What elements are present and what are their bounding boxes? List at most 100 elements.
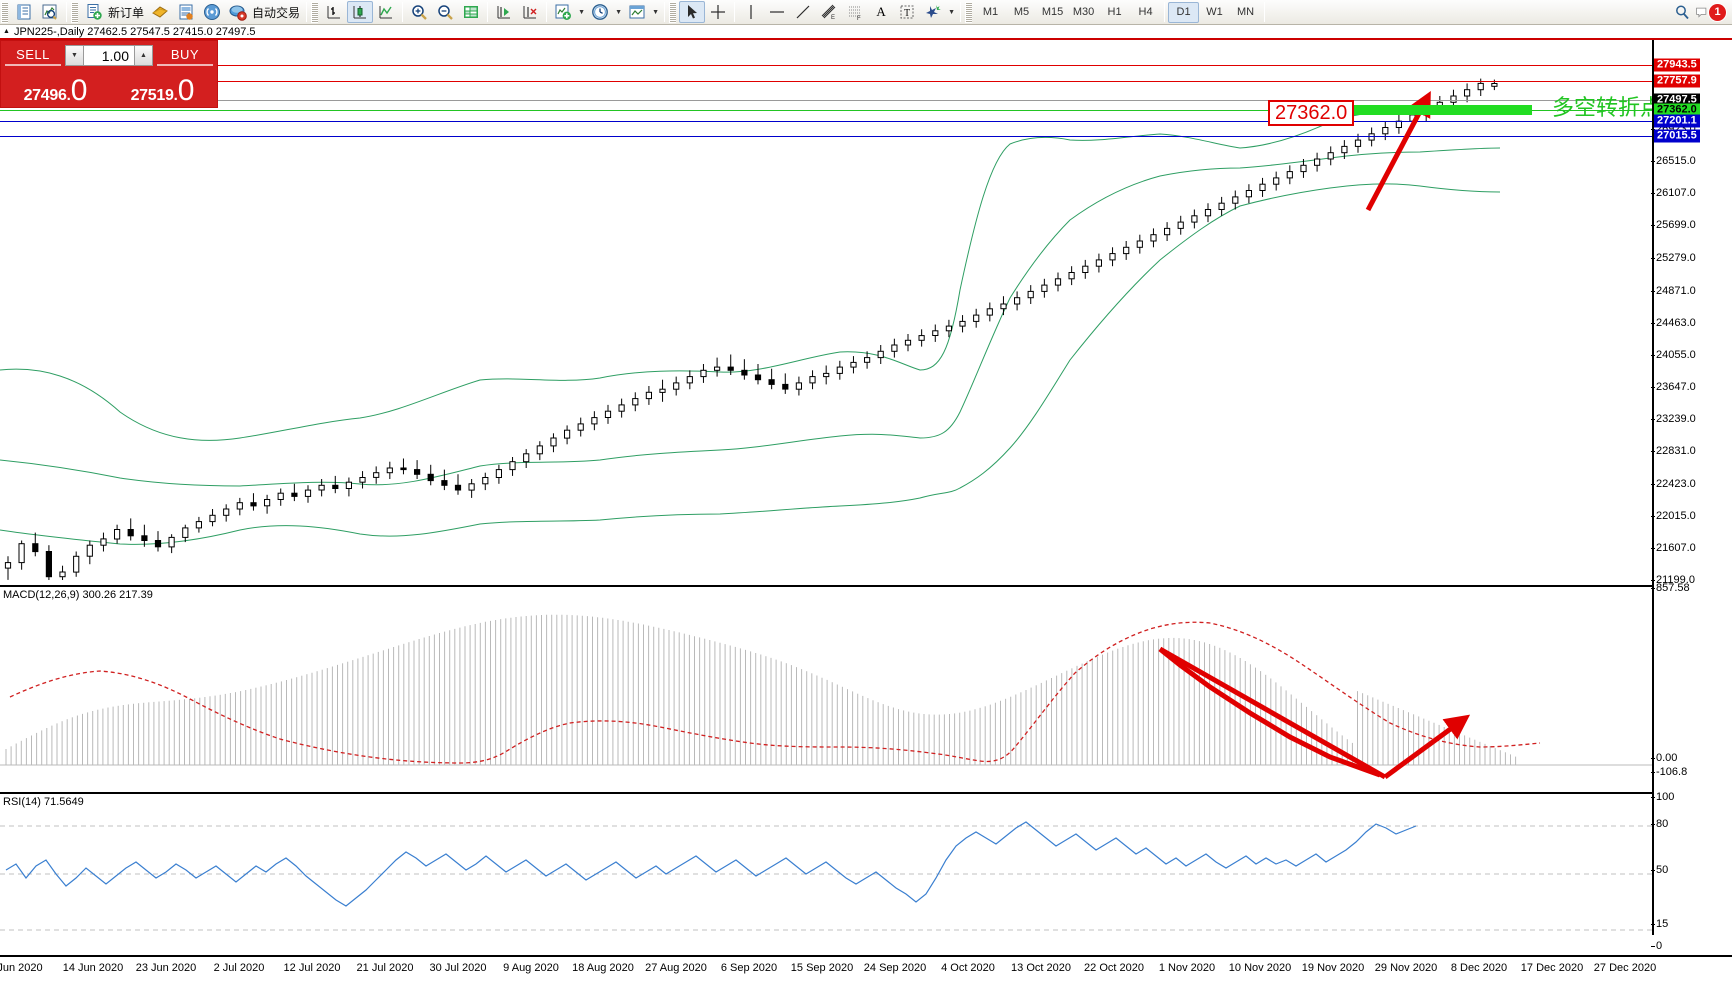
trendline-icon[interactable]	[790, 1, 816, 23]
volume-increase-button[interactable]: ▲	[134, 45, 153, 66]
search-icon[interactable]	[1669, 1, 1695, 23]
chevron-down-icon[interactable]: ▼	[578, 8, 585, 16]
period-clock-icon[interactable]	[587, 1, 613, 23]
toolbar-grip[interactable]	[669, 1, 677, 23]
candle-bullish	[659, 388, 666, 393]
toolbar-separator	[487, 2, 489, 22]
toolbar-grip[interactable]	[311, 1, 319, 23]
notification-badge[interactable]: 1	[1709, 3, 1726, 21]
sell-price-integer: 27496	[23, 87, 67, 104]
svg-text:E: E	[831, 15, 835, 21]
price-axis-marker[interactable]: 27757.9	[1654, 74, 1700, 88]
volume-decrease-button[interactable]: ▼	[65, 45, 84, 66]
document-icon[interactable]	[11, 1, 37, 23]
price-axis-marker[interactable]: 27497.5	[1654, 93, 1700, 106]
money-icon[interactable]	[147, 1, 173, 23]
candle-bullish	[645, 391, 652, 400]
toolbar-grip[interactable]	[71, 1, 78, 23]
date-axis-label: 27 Aug 2020	[645, 962, 707, 974]
candle-bullish	[604, 410, 612, 419]
turning-point-annotation: 多空转折点	[1552, 96, 1652, 121]
candle-bullish	[986, 308, 993, 316]
timeframe-m5[interactable]: M5	[1013, 6, 1030, 18]
horizontal-line-icon[interactable]	[764, 1, 790, 23]
candle-bearish	[441, 480, 448, 486]
price-axis-marker[interactable]: 27362.0	[1654, 103, 1700, 116]
line-chart-icon[interactable]	[373, 1, 399, 23]
price-axis-marker[interactable]: 27943.5	[1654, 58, 1700, 72]
new-order-label[interactable]: 新订单	[108, 5, 145, 20]
rsi-axis-tick: 100	[1650, 791, 1675, 803]
date-axis[interactable]: Jun 2020 14 Jun 2020 23 Jun 2020 2 Jul 2020…	[0, 955, 1732, 985]
notification-icon[interactable]	[1695, 1, 1709, 23]
candle-bullish	[836, 366, 843, 374]
timeframe-d1[interactable]: D1	[1168, 1, 1200, 23]
macd-label: MACD(12,26,9) 300.26 217.39	[3, 589, 153, 601]
macd-axis-tick: 857.58	[1651, 582, 1690, 594]
candle-bullish	[1382, 127, 1389, 135]
chart-shift-icon[interactable]	[517, 1, 543, 23]
buy-price-integer: 27519	[130, 87, 174, 104]
fibonacci-icon[interactable]: F	[842, 1, 868, 23]
candle-bullish	[536, 445, 543, 455]
price-axis-marker[interactable]: 27015.5	[1654, 129, 1700, 142]
collapse-triangle-icon[interactable]: ▲	[3, 28, 10, 35]
buy-button[interactable]: BUY	[157, 45, 213, 66]
grid-icon[interactable]	[458, 1, 484, 23]
vertical-line-icon[interactable]	[738, 1, 764, 23]
price-pane[interactable]: 27362.0 多空转折点	[0, 40, 1652, 580]
timeframe-m15[interactable]: M15	[1041, 6, 1064, 18]
toolbar-grip[interactable]	[965, 1, 973, 23]
volume-input[interactable]: 1.00	[84, 45, 134, 66]
order-panel-prices: 27496 . 0 27519 . 0	[1, 67, 217, 107]
crosshair-icon[interactable]	[705, 1, 731, 23]
text-label-icon[interactable]: T	[894, 1, 920, 23]
rsi-pane[interactable]: RSI(14) 71.5649	[0, 792, 1652, 954]
date-axis-label: 8 Dec 2020	[1450, 962, 1508, 974]
sell-button[interactable]: SELL	[5, 45, 61, 66]
candle-bullish	[1109, 253, 1116, 261]
price-axis-tick: 21199.0	[1651, 574, 1695, 586]
timeframe-mn[interactable]: MN	[1236, 6, 1255, 18]
equidistant-channel-icon[interactable]: E	[816, 1, 842, 23]
terminal-icon[interactable]	[173, 1, 199, 23]
volume-stepper[interactable]: ▼ 1.00 ▲	[65, 45, 153, 66]
autotrading-label[interactable]: 自动交易	[252, 5, 301, 20]
macd-pane[interactable]: MACD(12,26,9) 300.26 217.39	[0, 585, 1652, 785]
price-chart-svg	[0, 78, 1501, 580]
date-axis-label: 22 Oct 2020	[1084, 962, 1144, 974]
chart-search-icon[interactable]	[37, 1, 63, 23]
toolbar-separator	[1264, 2, 1266, 22]
chevron-down-icon[interactable]: ▼	[652, 8, 659, 16]
autotrading-icon[interactable]	[225, 1, 251, 23]
timeframe-w1[interactable]: W1	[1206, 6, 1223, 18]
timeframe-h4[interactable]: H4	[1138, 6, 1153, 18]
date-axis-label: Jun 2020	[0, 962, 43, 974]
timeframe-m1[interactable]: M1	[982, 6, 999, 18]
cursor-icon[interactable]	[679, 1, 706, 23]
add-indicator-icon[interactable]	[550, 1, 576, 23]
shapes-icon[interactable]	[920, 1, 946, 23]
signal-icon[interactable]	[199, 1, 225, 23]
price-axis-marker[interactable]: 27201.1	[1654, 114, 1700, 128]
timeframe-m30[interactable]: M30	[1072, 6, 1095, 18]
candle-bullish	[373, 472, 380, 478]
buy-price[interactable]: 27519 . 0	[110, 76, 215, 106]
auto-scroll-icon[interactable]	[491, 1, 517, 23]
zoom-out-icon[interactable]	[432, 1, 458, 23]
timeframe-h1[interactable]: H1	[1107, 6, 1122, 18]
bar-chart-icon[interactable]	[321, 1, 347, 23]
templates-icon[interactable]	[624, 1, 650, 23]
zoom-in-icon[interactable]	[406, 1, 432, 23]
candlestick-chart-icon[interactable]	[347, 1, 374, 23]
date-axis-label: 23 Jun 2020	[135, 962, 197, 974]
toolbar-grip[interactable]	[1, 1, 8, 23]
sell-price[interactable]: 27496 . 0	[3, 76, 108, 106]
candle-bullish	[1014, 297, 1021, 305]
text-icon[interactable]: A	[868, 1, 894, 23]
one-click-trading-panel[interactable]: SELL ▼ 1.00 ▲ BUY 27496 . 0 27519 . 0	[0, 40, 218, 108]
chart-area[interactable]: 27362.0 多空转折点 MACD(12,26,9) 300.26 217.3…	[0, 40, 1732, 974]
chevron-down-icon[interactable]: ▼	[948, 8, 955, 16]
new-order-icon[interactable]	[81, 1, 107, 23]
chevron-down-icon[interactable]: ▼	[615, 8, 622, 16]
